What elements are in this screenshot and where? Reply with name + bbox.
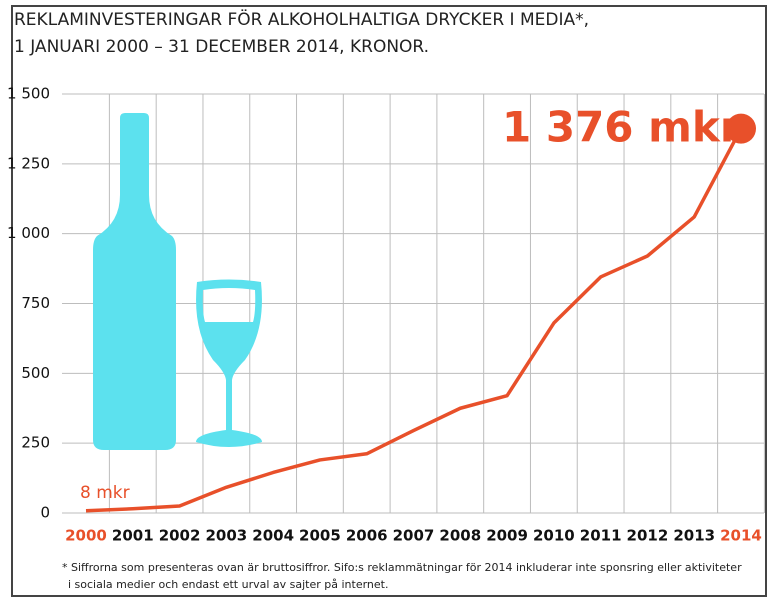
x-tick-label: 2004 <box>252 527 294 545</box>
footnote: * Siffrorna som presenteras ovan är brut… <box>62 561 742 574</box>
grid <box>62 93 765 514</box>
x-tick-label: 2011 <box>580 527 622 545</box>
x-tick-label: 2000 <box>65 527 107 545</box>
x-tick-label: 2009 <box>486 527 528 545</box>
x-tick-label: 2003 <box>205 527 247 545</box>
footnote: i sociala medier och endast ett urval av… <box>68 578 388 591</box>
glass <box>196 279 262 447</box>
x-tick-label: 2006 <box>346 527 388 545</box>
y-tick-label: 750 <box>21 294 50 312</box>
x-tick-label: 2013 <box>673 527 715 545</box>
x-tick-label: 2002 <box>159 527 201 545</box>
y-tick-label: 1 250 <box>7 154 50 172</box>
chart-subtitle: 1 JANUARI 2000 – 31 DECEMBER 2014, KRONO… <box>14 37 429 57</box>
y-tick-label: 1 000 <box>7 224 50 242</box>
x-tick-label: 2014 <box>720 527 762 545</box>
line <box>85 127 743 513</box>
x-tick-label: 2012 <box>627 527 669 545</box>
y-tick-label: 0 <box>40 504 50 522</box>
x-tick-label: 2008 <box>439 527 481 545</box>
y-tick-label: 1 500 <box>7 85 50 103</box>
y-tick-label: 250 <box>21 434 50 452</box>
x-tick-label: 2007 <box>393 527 435 545</box>
end-point <box>726 113 756 144</box>
chart-title: REKLAMINVESTERINGAR FÖR ALKOHOLHALTIGA D… <box>14 8 589 30</box>
bottle <box>93 113 176 450</box>
x-tick-label: 2001 <box>112 527 154 545</box>
y-tick-label: 500 <box>21 364 50 382</box>
annotation: 1 376 mkr <box>502 103 741 152</box>
x-tick-label: 2005 <box>299 527 341 545</box>
x-tick-label: 2010 <box>533 527 575 545</box>
decoration <box>93 113 262 450</box>
annotation: 8 mkr <box>80 483 130 503</box>
